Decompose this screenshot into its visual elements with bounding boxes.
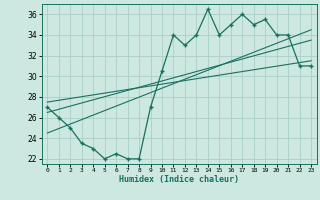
X-axis label: Humidex (Indice chaleur): Humidex (Indice chaleur) <box>119 175 239 184</box>
